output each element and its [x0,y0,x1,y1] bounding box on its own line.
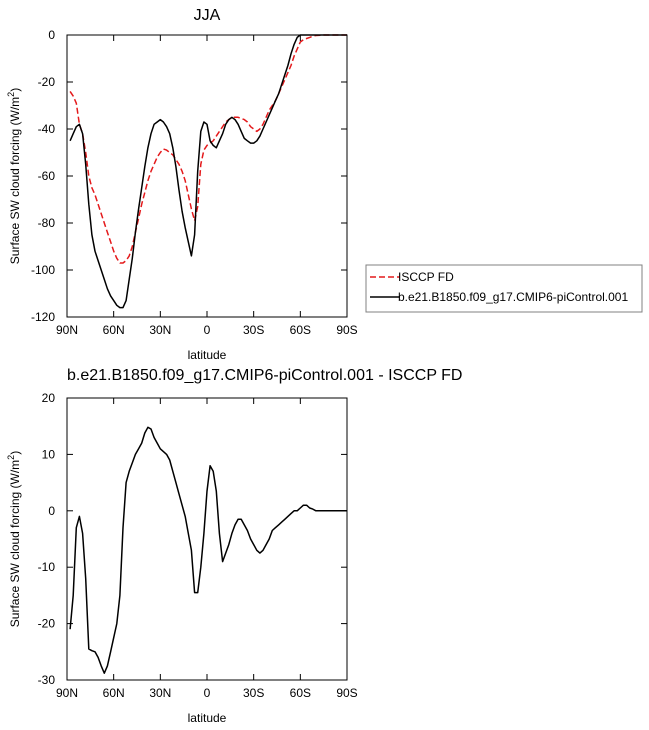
chart-1-x-tick-label: 0 [204,323,211,337]
legend-box [365,264,643,313]
legend-label-model: b.e21.B1850.f09_g17.CMIP6-piControl.001 [398,290,628,304]
chart-1-y-tick-label: -120 [31,310,55,324]
chart-2-series-line-1 [69,426,347,674]
chart-1-series-line-2 [69,34,347,309]
chart-2-x-axis-label: latitude [188,711,227,725]
chart-2-y-axis-label-main: Surface SW cloud forcing (W/m [8,460,22,627]
legend-label-isccp: ISCCP FD [398,270,454,284]
chart-2-x-tick-label: 60N [103,686,125,700]
chart-2-y-tick-label: -30 [38,673,56,687]
chart-2-x-tick-label: 30S [243,686,264,700]
chart-1-y-tick-label: -80 [38,216,56,230]
chart-1-y-tick-label: -40 [38,122,56,136]
chart-2-y-tick-label: -10 [38,560,56,574]
chart-1-series-line-1 [69,34,347,264]
chart-1-x-axis-label: latitude [188,348,227,362]
chart-1-plot-frame [66,34,348,318]
chart-2-y-tick-label: 20 [42,391,56,405]
chart-1-y-axis-label: Surface SW cloud forcing (W/m2) [6,88,22,264]
chart-2-y-tick-label: 10 [42,447,56,461]
chart-2-y-axis-label-superscript: 2 [6,455,16,460]
chart-1-x-tick-label: 60N [103,323,125,337]
chart-2-title: b.e21.B1850.f09_g17.CMIP6-piControl.001 … [67,367,462,384]
chart-difference: b.e21.B1850.f09_g17.CMIP6-piControl.001 … [6,367,462,725]
chart-1-y-tick-label: -20 [38,75,56,89]
chart-jja: JJA 90N 60N 30N 0 30S 60S 90S -120 -100 -80 -60 -4… [6,7,643,362]
chart-1-y-tick-label: 0 [48,28,55,42]
chart-1-y-ticks: -120 -100 -80 -60 -40 -20 0 [31,28,347,324]
chart-2-x-tick-label: 0 [204,686,211,700]
chart-1-x-tick-label: 90S [336,323,357,337]
chart-1-title: JJA [194,7,221,24]
chart-2-y-tick-label: 0 [48,504,55,518]
chart-2-x-tick-label: 90N [56,686,78,700]
chart-1-x-tick-label: 90N [56,323,78,337]
chart-2-x-tick-label: 30N [149,686,171,700]
chart-1-y-axis-label-tail: ) [8,88,22,92]
chart-2-x-ticks: 90N 60N 30N 0 30S 60S 90S [56,398,358,700]
chart-2-x-tick-label: 60S [290,686,311,700]
chart-2-y-axis-label-tail: ) [8,451,22,455]
chart-2-y-ticks: -30 -20 -10 0 10 20 [38,391,347,687]
legend: ISCCP FD b.e21.B1850.f09_g17.CMIP6-piCon… [365,264,643,313]
chart-2-plot-frame [66,397,348,681]
chart-2-x-tick-label: 90S [336,686,357,700]
chart-1-y-tick-label: -100 [31,263,55,277]
chart-2-series-group [69,426,347,674]
chart-1-x-ticks: 90N 60N 30N 0 30S 60S 90S [56,35,358,337]
chart-1-series-group [69,34,347,309]
chart-2-y-axis-label: Surface SW cloud forcing (W/m2) [6,451,22,627]
chart-1-x-tick-label: 30N [149,323,171,337]
chart-1-x-tick-label: 30S [243,323,264,337]
chart-1-y-axis-label-main: Surface SW cloud forcing (W/m [8,97,22,264]
chart-2-y-tick-label: -20 [38,617,56,631]
chart-1-y-axis-label-superscript: 2 [6,92,16,97]
chart-1-x-tick-label: 60S [290,323,311,337]
chart-1-y-tick-label: -60 [38,169,56,183]
